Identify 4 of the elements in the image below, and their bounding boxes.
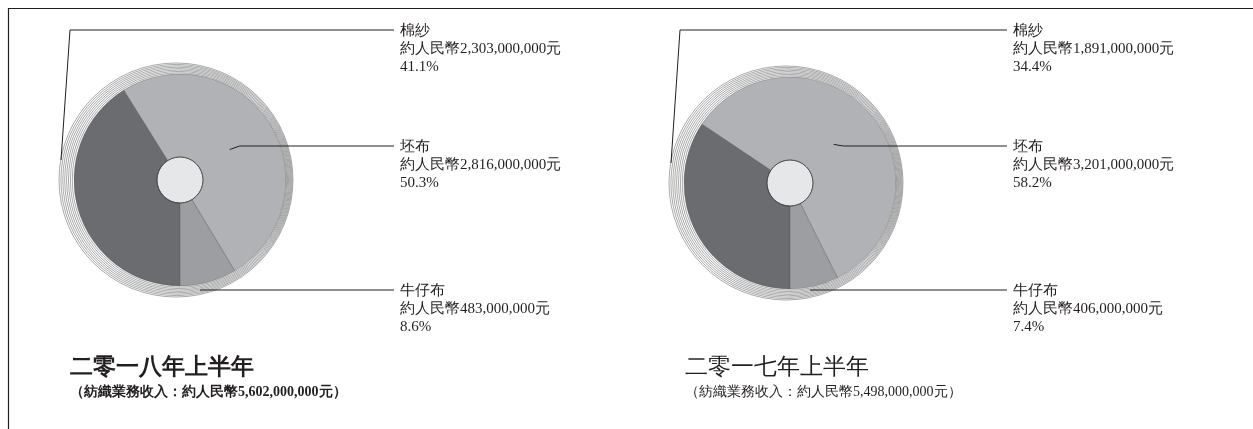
subtitle: （紡織業務收入：約人民幣5,602,000,000元）	[70, 384, 347, 399]
subtitle: （紡織業務收入：約人民幣5,498,000,000元）	[685, 384, 962, 399]
title: 二零一七年上半年	[685, 354, 869, 379]
title: 二零一八年上半年	[70, 354, 254, 379]
